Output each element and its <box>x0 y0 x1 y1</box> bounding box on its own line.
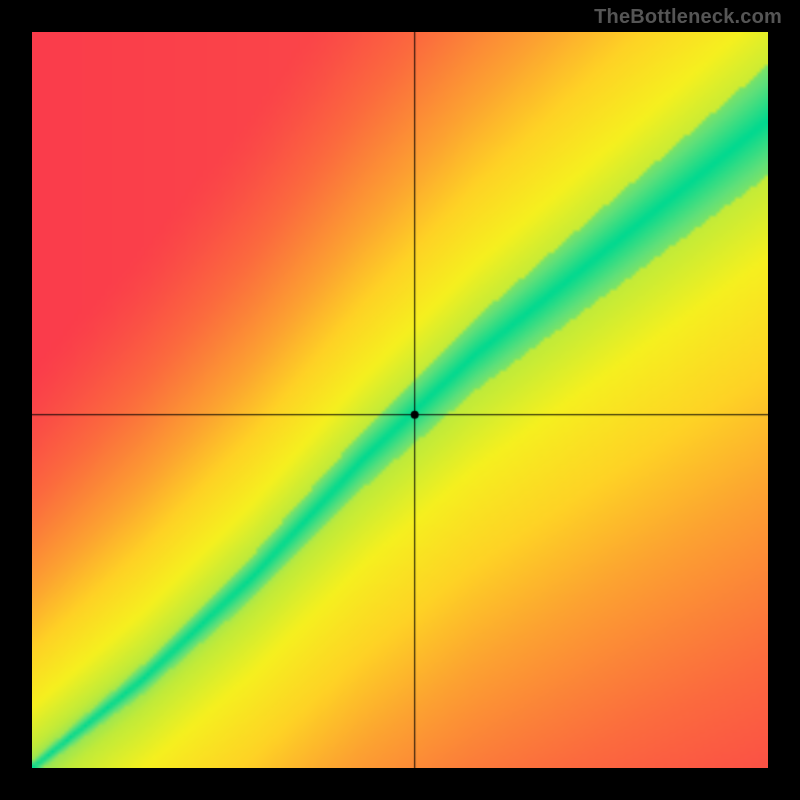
watermark-text: TheBottleneck.com <box>594 6 782 29</box>
heatmap-canvas <box>32 32 768 768</box>
plot-frame <box>32 32 768 768</box>
